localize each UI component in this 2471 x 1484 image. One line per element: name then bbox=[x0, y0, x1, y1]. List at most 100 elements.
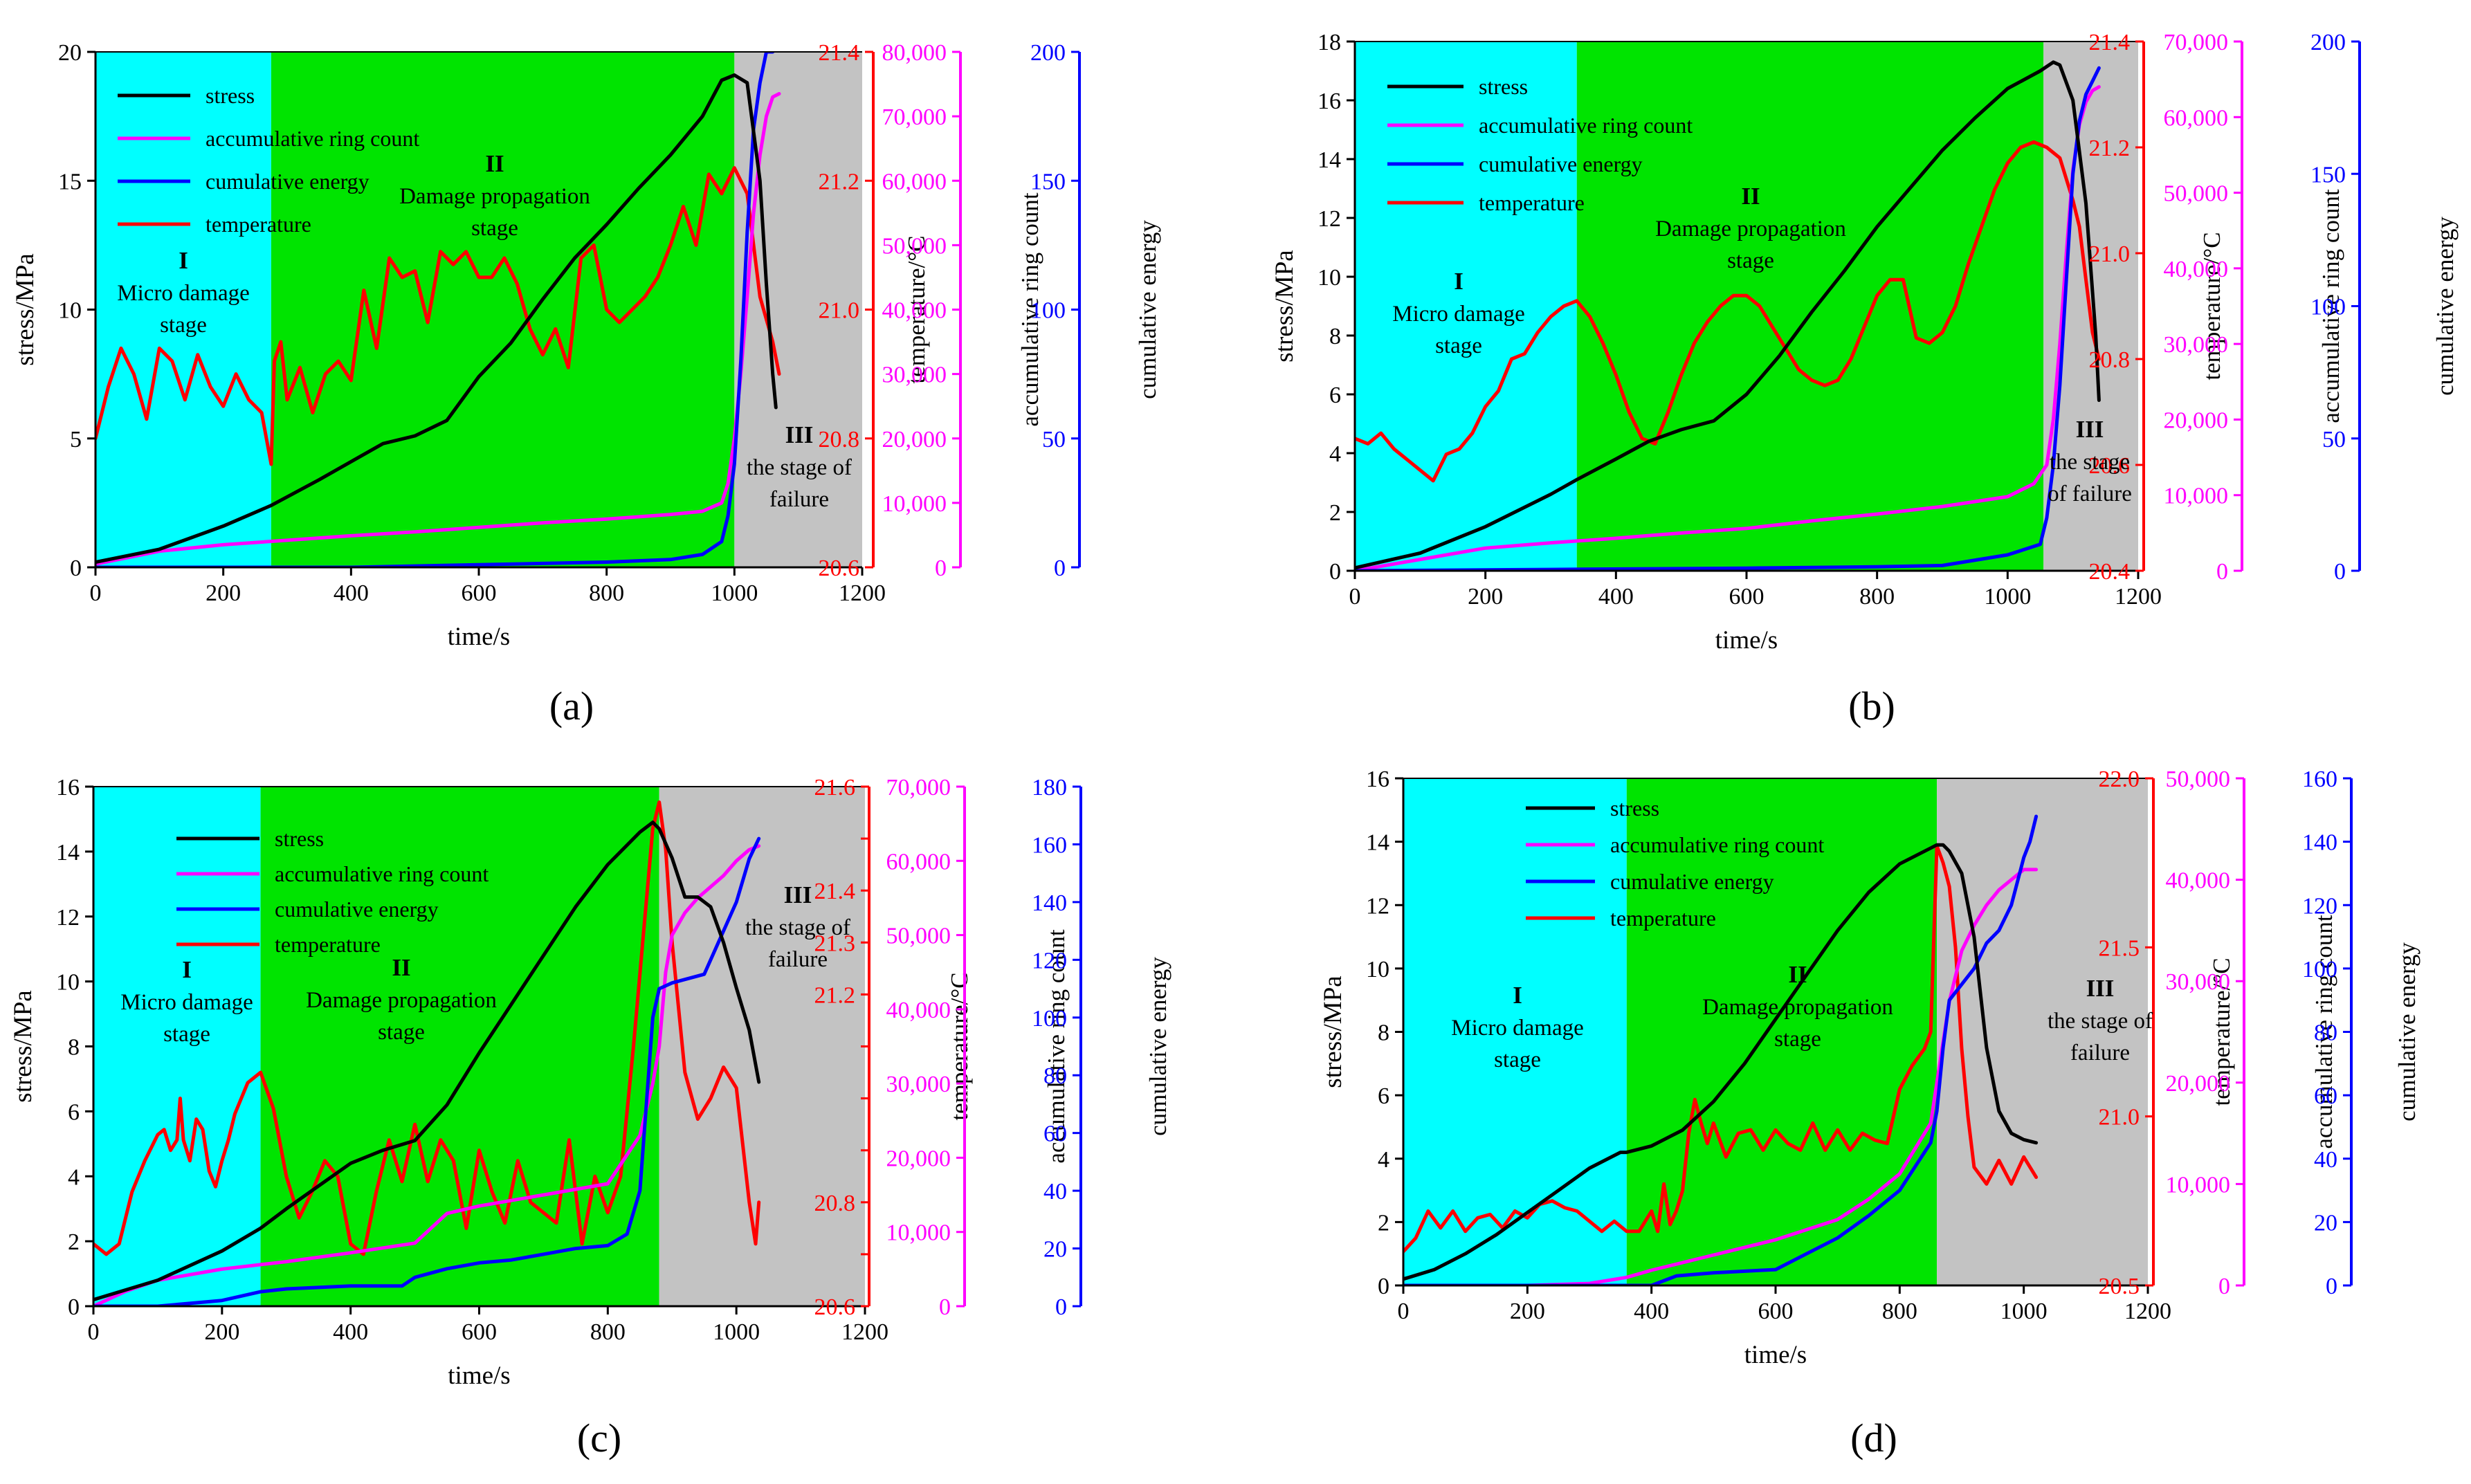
stress-tick-label: 14 bbox=[1366, 830, 1389, 856]
energy-tick-label: 40 bbox=[2314, 1147, 2337, 1173]
ring-tick-label: 30,000 bbox=[2164, 332, 2229, 358]
x-axis-title: time/s bbox=[1744, 1341, 1807, 1369]
ring-tick-label: 20,000 bbox=[2164, 407, 2229, 433]
ring-tick-label: 0 bbox=[2218, 1274, 2230, 1299]
x-tick-label: 400 bbox=[334, 580, 369, 606]
ring-axis-title: accumulative ring count bbox=[1043, 929, 1070, 1163]
ring-tick-label: 50,000 bbox=[2166, 767, 2231, 792]
ring-axis-title: accumulative ring count bbox=[1016, 192, 1043, 426]
energy-tick-label: 0 bbox=[1054, 556, 1066, 581]
stress-tick-label: 2 bbox=[68, 1229, 80, 1255]
x-tick-label: 200 bbox=[1468, 584, 1503, 610]
ring-tick-label: 0 bbox=[935, 556, 947, 581]
energy-tick-label: 160 bbox=[1032, 832, 1067, 858]
ring-tick-label: 50,000 bbox=[882, 233, 947, 259]
x-tick-label: 800 bbox=[590, 1319, 626, 1345]
legend-label: temperature bbox=[206, 212, 311, 237]
temperature-tick-label: 21.2 bbox=[2089, 136, 2131, 161]
stage-2-label: Damage propagation bbox=[306, 988, 497, 1013]
temperature-tick-label: 21.2 bbox=[819, 169, 860, 194]
energy-tick-label: 120 bbox=[1032, 948, 1067, 973]
energy-tick-label: 180 bbox=[1032, 775, 1067, 800]
energy-tick-label: 80 bbox=[1043, 1063, 1067, 1089]
x-tick-label: 600 bbox=[462, 1319, 497, 1345]
ring-tick-label: 10,000 bbox=[2166, 1172, 2231, 1198]
x-tick-label: 200 bbox=[206, 580, 241, 606]
stress-tick-label: 12 bbox=[56, 905, 80, 931]
legend-label: accumulative ring count bbox=[1610, 832, 1824, 857]
stress-tick-label: 6 bbox=[68, 1099, 80, 1125]
energy-tick-label: 140 bbox=[2302, 830, 2337, 856]
stage-2-numeral: II bbox=[1788, 961, 1807, 988]
stage-3-region bbox=[659, 787, 865, 1306]
temperature-axis-title: temperature/°C bbox=[946, 972, 973, 1120]
stress-tick-label: 16 bbox=[1366, 767, 1389, 792]
stage-1-label: Micro damage bbox=[120, 990, 253, 1015]
temperature-tick-label: 20.8 bbox=[2089, 347, 2131, 373]
stress-series-line bbox=[95, 73, 778, 564]
legend-label: accumulative ring count bbox=[206, 126, 419, 151]
stage-1-region bbox=[1403, 778, 1627, 1285]
stage-2-label: Damage propagation bbox=[1655, 217, 1846, 241]
legend-label: temperature bbox=[1610, 906, 1716, 931]
stress-series-line bbox=[1355, 60, 2101, 570]
x-tick-label: 200 bbox=[204, 1319, 239, 1345]
stress-tick-label: 8 bbox=[1378, 1020, 1389, 1046]
energy-tick-label: 100 bbox=[1030, 298, 1066, 324]
x-tick-label: 1200 bbox=[839, 580, 886, 606]
x-tick-label: 1000 bbox=[713, 1319, 760, 1345]
energy-tick-label: 60 bbox=[1043, 1121, 1067, 1147]
temperature-tick-label: 21.4 bbox=[2089, 30, 2131, 55]
x-axis-title: time/s bbox=[1715, 626, 1778, 654]
energy-axis-title: cumulative energy bbox=[1145, 957, 1171, 1136]
x-tick-label: 600 bbox=[1729, 584, 1765, 610]
stress-tick-label: 8 bbox=[68, 1035, 80, 1061]
legend-label: stress bbox=[275, 826, 324, 851]
energy-tick-label: 20 bbox=[2314, 1210, 2337, 1236]
energy-axis-title: cumulative energy bbox=[2394, 942, 2420, 1121]
stress-tick-label: 2 bbox=[1378, 1210, 1389, 1236]
energy-tick-label: 40 bbox=[1043, 1179, 1067, 1204]
ring-tick-label: 70,000 bbox=[886, 775, 951, 800]
energy-tick-label: 120 bbox=[2302, 893, 2337, 919]
x-tick-label: 400 bbox=[1598, 584, 1634, 610]
legend-label: cumulative energy bbox=[1610, 869, 1774, 894]
ring-tick-label: 10,000 bbox=[2164, 484, 2229, 509]
series-group bbox=[1403, 814, 2039, 1285]
stress-tick-label: 4 bbox=[68, 1164, 80, 1190]
x-tick-label: 600 bbox=[1758, 1299, 1794, 1324]
energy-tick-label: 100 bbox=[2310, 295, 2346, 320]
stage-3-label: the stage of bbox=[2048, 1009, 2153, 1034]
stage-1-region bbox=[1355, 42, 1577, 571]
ring-axis-title: accumulative ring count bbox=[2310, 915, 2337, 1148]
energy-tick-label: 80 bbox=[2314, 1020, 2337, 1046]
energy-tick-label: 0 bbox=[1055, 1294, 1067, 1320]
x-axis-title: time/s bbox=[448, 1362, 510, 1390]
stage-1-label: stage bbox=[1435, 333, 1482, 358]
ring-count-series-line bbox=[95, 92, 781, 566]
ring-tick-label: 50,000 bbox=[2164, 181, 2229, 207]
stage-1-label: Micro damage bbox=[1451, 1016, 1584, 1041]
stress-tick-label: 12 bbox=[1317, 206, 1341, 232]
ring-tick-label: 30,000 bbox=[2166, 969, 2231, 995]
stress-tick-label: 18 bbox=[1317, 30, 1341, 55]
stage-3-label: the stage of bbox=[745, 915, 850, 940]
stress-tick-label: 6 bbox=[1329, 383, 1341, 408]
legend-label: stress bbox=[206, 83, 255, 108]
legend-label: temperature bbox=[275, 932, 381, 957]
stress-series-line bbox=[93, 821, 761, 1302]
stage-2-label: stage bbox=[471, 216, 518, 241]
stress-tick-label: 4 bbox=[1378, 1147, 1389, 1173]
ring-tick-label: 40,000 bbox=[2166, 868, 2231, 894]
stress-tick-label: 12 bbox=[1366, 893, 1389, 919]
stress-tick-label: 10 bbox=[58, 298, 82, 324]
stage-3-numeral: III bbox=[2086, 975, 2115, 1002]
stage-3-region bbox=[1937, 778, 2148, 1285]
ring-count-series-line bbox=[93, 844, 761, 1306]
stress-tick-label: 16 bbox=[1317, 89, 1341, 114]
x-tick-label: 0 bbox=[88, 1319, 100, 1345]
stress-tick-label: 14 bbox=[1317, 147, 1341, 173]
stress-tick-label: 10 bbox=[1317, 265, 1341, 291]
temperature-tick-label: 21.6 bbox=[814, 775, 856, 800]
x-tick-label: 0 bbox=[90, 580, 102, 606]
